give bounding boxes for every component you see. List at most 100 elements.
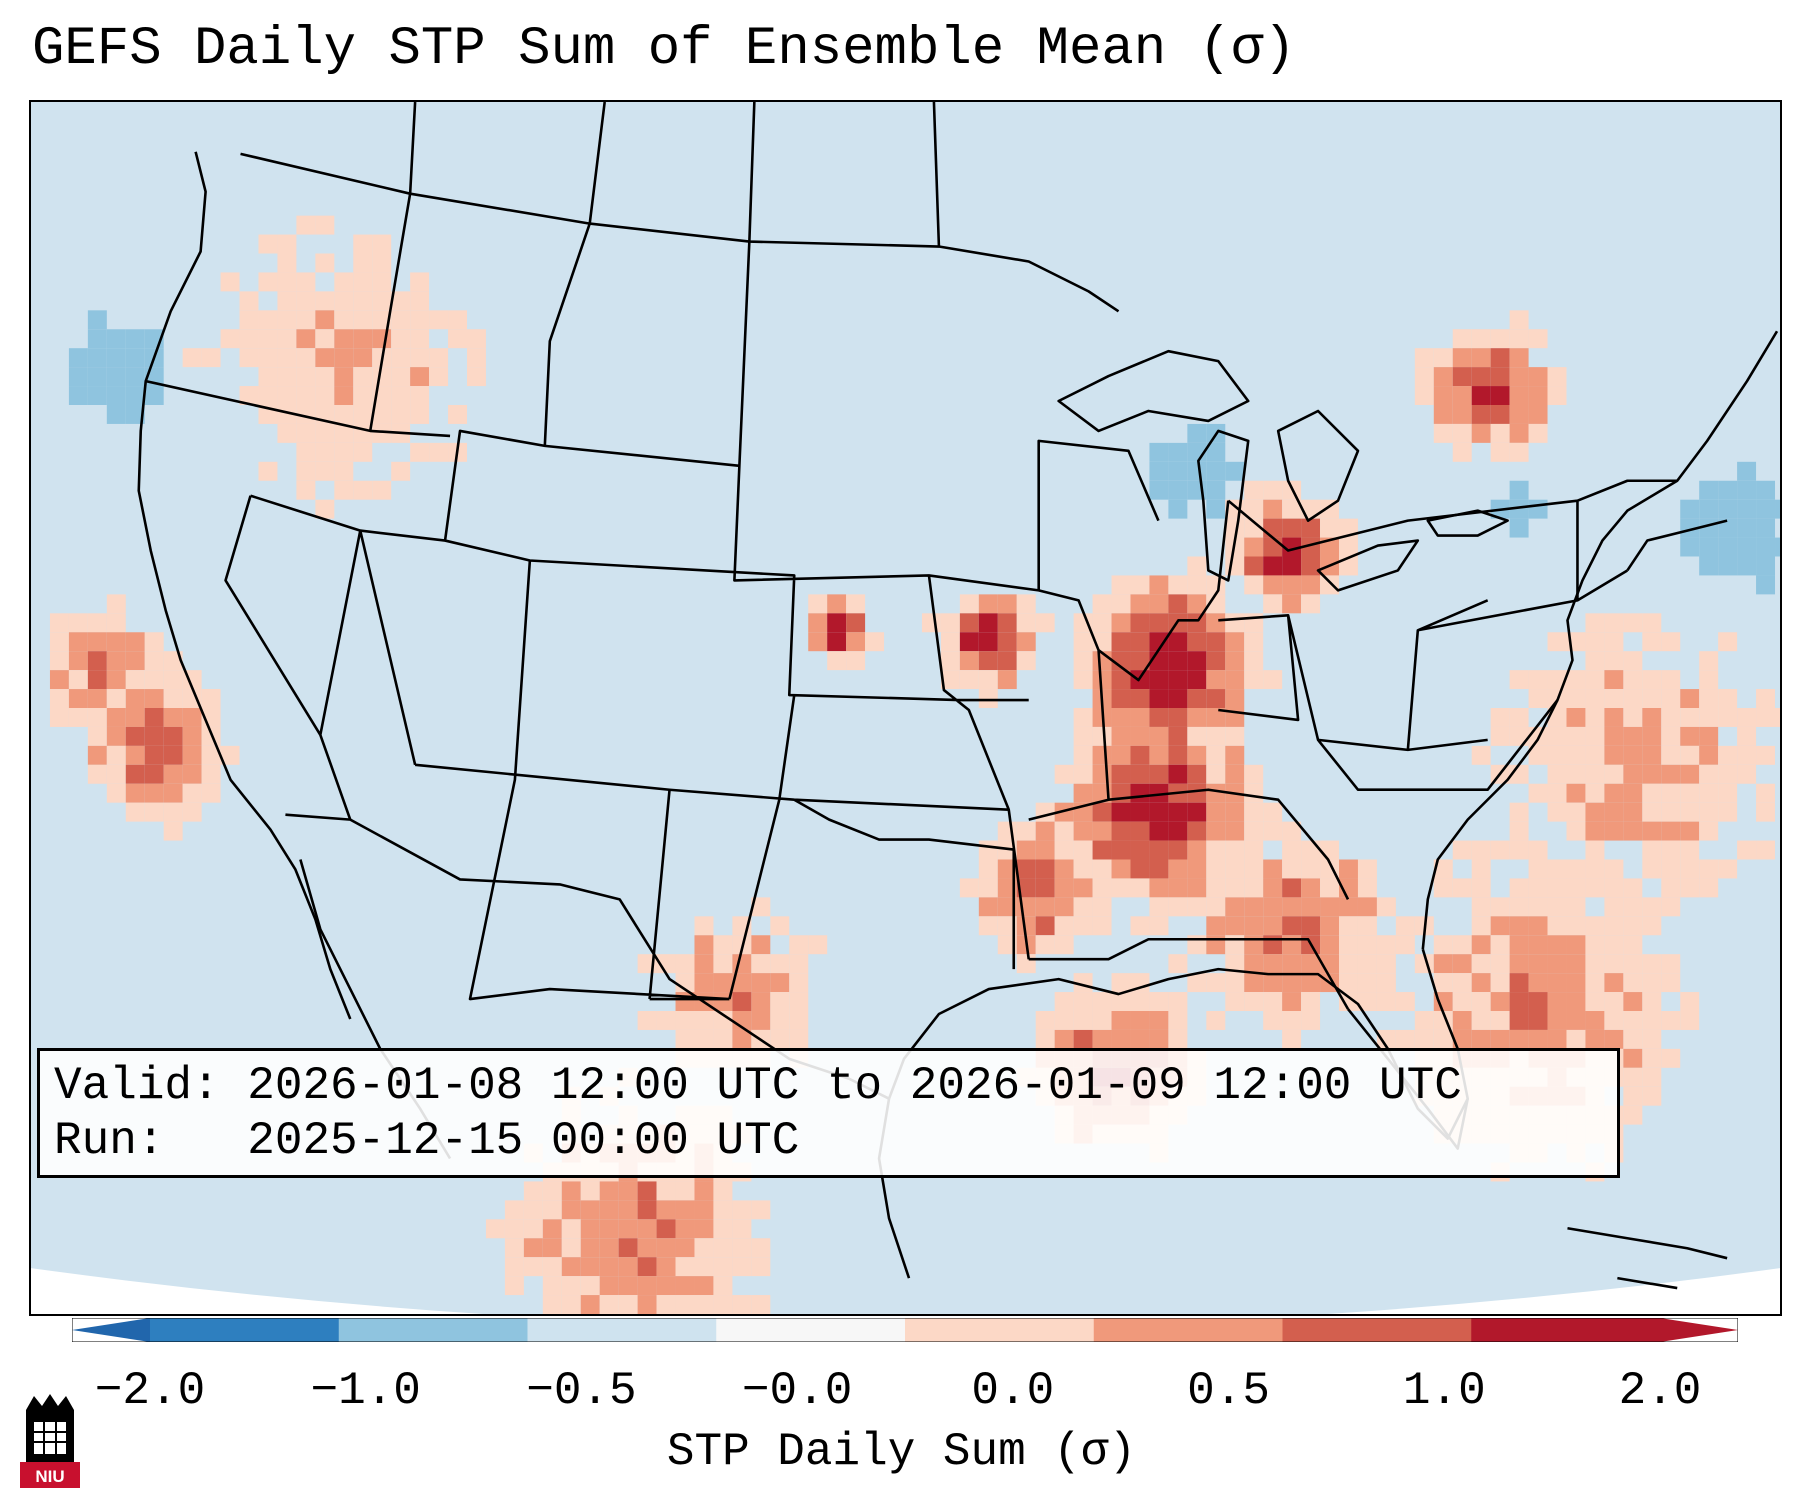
anomaly-cell xyxy=(1395,916,1415,936)
anomaly-cell xyxy=(827,632,847,652)
anomaly-cell xyxy=(429,367,449,387)
anomaly-cell xyxy=(1585,840,1605,860)
anomaly-cell xyxy=(561,1276,581,1296)
anomaly-cell xyxy=(1680,821,1700,841)
anomaly-cell xyxy=(1035,935,1055,955)
anomaly-cell xyxy=(978,594,998,614)
anomaly-cell xyxy=(1642,1086,1662,1106)
anomaly-cell xyxy=(1566,821,1586,841)
anomaly-cell xyxy=(1737,461,1757,481)
anomaly-cell xyxy=(1509,367,1529,387)
anomaly-cell xyxy=(1225,802,1245,822)
anomaly-cell xyxy=(1661,1048,1681,1068)
anomaly-cell xyxy=(713,1011,733,1030)
anomaly-cell xyxy=(846,651,866,671)
anomaly-cell xyxy=(523,1238,543,1258)
anomaly-cell xyxy=(1718,708,1738,727)
anomaly-cell xyxy=(1604,745,1624,765)
anomaly-cell xyxy=(1585,821,1605,841)
anomaly-cell xyxy=(1756,518,1776,538)
anomaly-cell xyxy=(467,348,486,368)
anomaly-cell xyxy=(315,253,335,273)
anomaly-cell xyxy=(1244,954,1264,974)
colorbar-tick-label: −0.0 xyxy=(741,1365,853,1417)
anomaly-cell xyxy=(1737,499,1757,519)
anomaly-cell xyxy=(1433,954,1453,974)
colorbar-segment xyxy=(150,1318,340,1342)
anomaly-cell xyxy=(618,1219,638,1239)
anomaly-cell xyxy=(1642,859,1662,879)
anomaly-cell xyxy=(1244,840,1264,860)
anomaly-cell xyxy=(410,329,430,349)
anomaly-cell xyxy=(1225,821,1245,841)
anomaly-cell xyxy=(656,1219,676,1239)
anomaly-cell xyxy=(1490,916,1510,936)
anomaly-cell xyxy=(1301,859,1321,879)
anomaly-cell xyxy=(789,954,809,974)
anomaly-cell xyxy=(410,272,430,292)
anomaly-cell xyxy=(1547,992,1567,1011)
anomaly-cell xyxy=(1092,992,1112,1011)
anomaly-cell xyxy=(656,1257,676,1277)
anomaly-cell xyxy=(1490,954,1510,974)
anomaly-cell xyxy=(144,726,164,746)
anomaly-cell xyxy=(1528,992,1548,1011)
anomaly-cell xyxy=(1452,386,1472,405)
anomaly-cell xyxy=(1225,916,1245,936)
anomaly-cell xyxy=(429,348,449,368)
anomaly-cell xyxy=(1661,821,1681,841)
anomaly-cell xyxy=(1699,670,1719,690)
anomaly-cell xyxy=(1566,764,1586,784)
anomaly-cell xyxy=(296,291,316,311)
colorbar-tick-label: 0.5 xyxy=(1187,1365,1270,1417)
anomaly-cell xyxy=(732,973,752,993)
anomaly-cell xyxy=(1111,575,1131,595)
anomaly-cell xyxy=(1073,726,1093,746)
anomaly-cell xyxy=(163,783,183,803)
anomaly-cell xyxy=(1206,859,1226,879)
anomaly-cell xyxy=(1604,897,1624,917)
anomaly-cell xyxy=(49,670,69,690)
anomaly-cell xyxy=(1623,973,1643,993)
anomaly-cell xyxy=(827,651,847,671)
anomaly-cell xyxy=(846,594,866,614)
anomaly-cell xyxy=(1433,405,1453,424)
anomaly-cell xyxy=(713,935,733,955)
anomaly-cell xyxy=(1092,594,1112,614)
anomaly-cell xyxy=(637,1276,657,1296)
anomaly-cell xyxy=(372,367,392,387)
anomaly-cell xyxy=(410,405,430,424)
anomaly-cell xyxy=(542,1181,562,1201)
anomaly-cell xyxy=(997,897,1017,917)
colorbar-tick-label: −0.5 xyxy=(526,1365,637,1417)
anomaly-cell xyxy=(1244,651,1264,671)
anomaly-cell xyxy=(1490,329,1510,349)
anomaly-cell xyxy=(315,348,335,368)
anomaly-cell xyxy=(220,745,240,765)
anomaly-cell xyxy=(1699,537,1719,557)
anomaly-cell xyxy=(1585,878,1605,898)
anomaly-cell xyxy=(410,291,430,311)
anomaly-cell xyxy=(732,1219,752,1239)
anomaly-cell xyxy=(1661,708,1681,727)
anomaly-cell xyxy=(1756,480,1776,500)
anomaly-cell xyxy=(1509,878,1529,898)
anomaly-cell xyxy=(504,1200,524,1220)
anomaly-cell xyxy=(542,1219,562,1239)
anomaly-cell xyxy=(1054,878,1074,898)
anomaly-cell xyxy=(49,689,69,708)
anomaly-cell xyxy=(106,764,126,784)
anomaly-cell xyxy=(618,1295,638,1314)
anomaly-cell xyxy=(1054,992,1074,1011)
anomaly-cell xyxy=(1528,859,1548,879)
anomaly-cell xyxy=(1699,783,1719,803)
anomaly-cell xyxy=(1566,783,1586,803)
anomaly-cell xyxy=(1054,840,1074,860)
anomaly-cell xyxy=(334,442,354,462)
anomaly-cell xyxy=(1680,992,1700,1011)
anomaly-cell xyxy=(1282,518,1302,538)
anomaly-cell xyxy=(87,670,107,690)
anomaly-cell xyxy=(1339,897,1358,917)
anomaly-cell xyxy=(87,745,107,765)
anomaly-cell xyxy=(68,708,88,727)
